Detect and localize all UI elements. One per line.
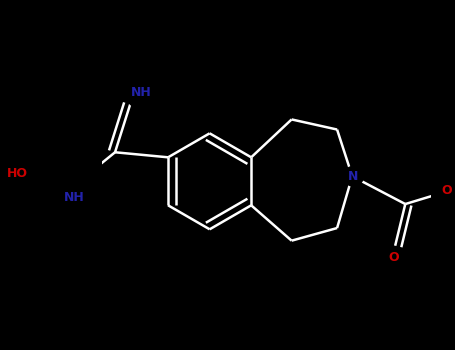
Text: HO: HO <box>7 167 28 180</box>
Circle shape <box>344 166 364 186</box>
Circle shape <box>384 247 404 267</box>
Text: NH: NH <box>64 191 85 204</box>
Text: NH: NH <box>131 86 152 99</box>
Text: N: N <box>349 170 359 183</box>
Text: O: O <box>389 251 399 264</box>
Circle shape <box>126 77 157 109</box>
Circle shape <box>2 158 34 190</box>
Circle shape <box>59 182 91 214</box>
Text: O: O <box>442 184 452 197</box>
Circle shape <box>437 180 455 200</box>
